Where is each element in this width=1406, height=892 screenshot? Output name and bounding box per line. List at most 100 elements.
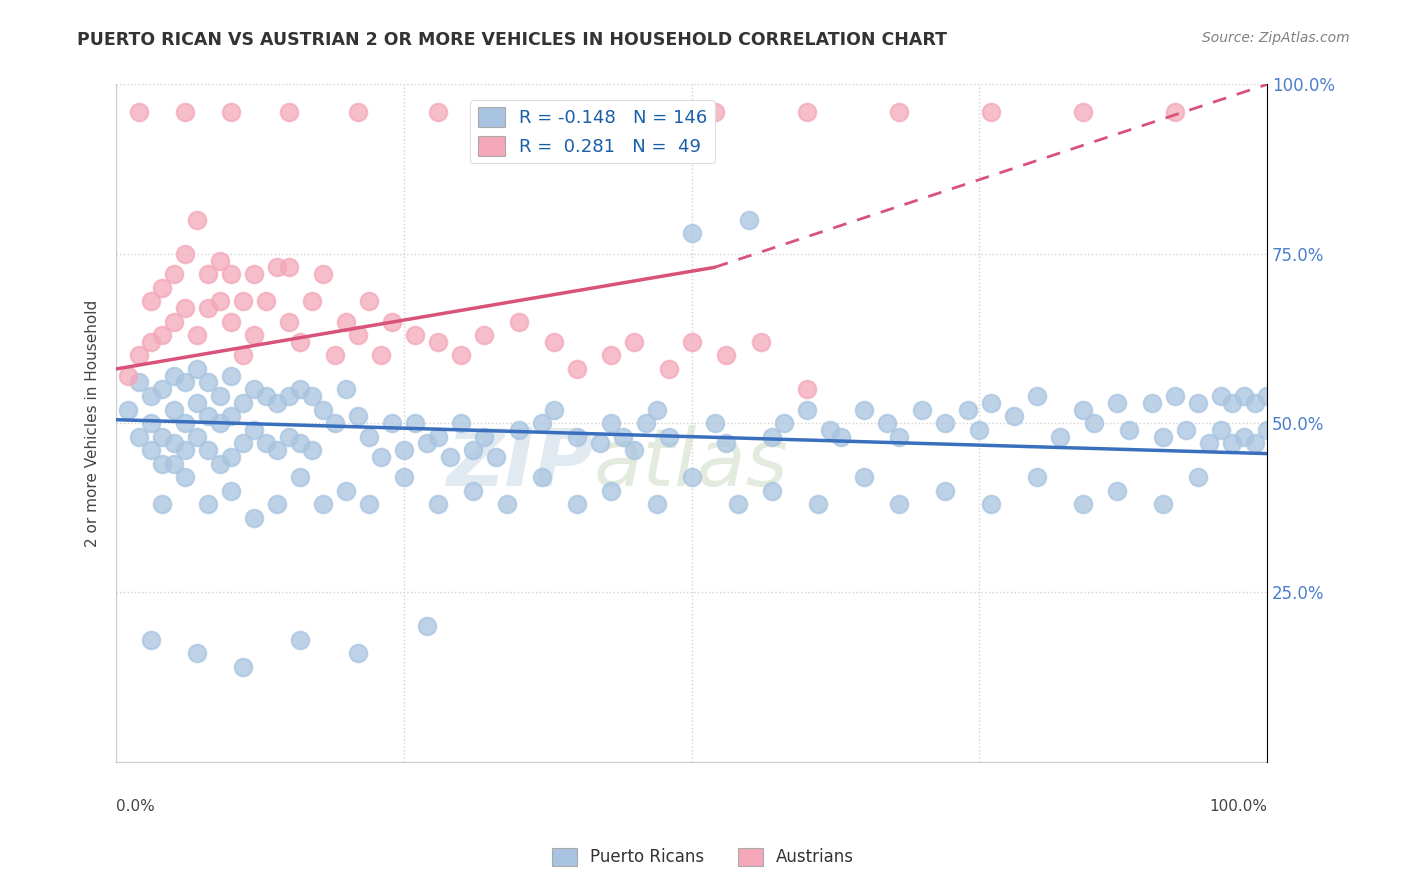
Point <box>600 348 623 362</box>
Text: 0.0%: 0.0% <box>117 799 155 814</box>
Point <box>1152 497 1174 511</box>
Point <box>266 443 288 458</box>
Point <box>1118 423 1140 437</box>
Point <box>714 348 737 362</box>
Point <box>290 382 312 396</box>
Point <box>243 382 266 396</box>
Point <box>1083 416 1105 430</box>
Point <box>150 457 173 471</box>
Point <box>232 348 254 362</box>
Point <box>197 301 219 315</box>
Point <box>277 314 299 328</box>
Point <box>887 104 910 119</box>
Point <box>208 457 231 471</box>
Point <box>681 334 703 349</box>
Point <box>163 457 186 471</box>
Point <box>221 104 243 119</box>
Point <box>450 348 472 362</box>
Point <box>301 443 323 458</box>
Point <box>612 430 634 444</box>
Point <box>818 423 841 437</box>
Point <box>530 416 553 430</box>
Point <box>485 450 508 464</box>
Point <box>1209 389 1232 403</box>
Point <box>980 396 1002 410</box>
Point <box>911 402 934 417</box>
Point <box>243 423 266 437</box>
Point <box>266 497 288 511</box>
Point <box>1187 396 1209 410</box>
Point <box>301 294 323 309</box>
Text: 100.0%: 100.0% <box>1209 799 1267 814</box>
Point <box>150 497 173 511</box>
Point <box>139 294 162 309</box>
Point <box>761 430 783 444</box>
Point <box>277 389 299 403</box>
Point <box>796 402 818 417</box>
Point <box>139 389 162 403</box>
Point <box>612 104 634 119</box>
Point <box>645 402 668 417</box>
Point <box>208 253 231 268</box>
Point <box>530 470 553 484</box>
Point <box>174 443 197 458</box>
Point <box>254 436 277 450</box>
Point <box>416 619 439 633</box>
Point <box>197 497 219 511</box>
Point <box>312 497 335 511</box>
Point <box>565 497 588 511</box>
Point <box>658 430 681 444</box>
Point <box>623 334 645 349</box>
Point <box>290 436 312 450</box>
Point <box>1152 430 1174 444</box>
Point <box>623 443 645 458</box>
Point <box>681 227 703 241</box>
Point <box>565 430 588 444</box>
Point <box>934 483 956 498</box>
Point <box>474 430 496 444</box>
Point <box>139 632 162 647</box>
Point <box>887 430 910 444</box>
Point <box>392 470 415 484</box>
Point <box>1071 104 1094 119</box>
Y-axis label: 2 or more Vehicles in Household: 2 or more Vehicles in Household <box>86 300 100 547</box>
Point <box>301 389 323 403</box>
Point <box>277 104 299 119</box>
Point <box>174 376 197 390</box>
Point <box>543 334 565 349</box>
Point <box>221 483 243 498</box>
Point <box>1140 396 1163 410</box>
Point <box>174 247 197 261</box>
Point <box>508 423 530 437</box>
Point <box>450 416 472 430</box>
Point <box>427 497 450 511</box>
Point <box>461 443 484 458</box>
Text: atlas: atlas <box>593 425 789 503</box>
Point <box>197 267 219 281</box>
Point <box>588 436 610 450</box>
Point <box>186 647 208 661</box>
Point <box>323 416 346 430</box>
Point <box>254 389 277 403</box>
Point <box>703 416 725 430</box>
Point <box>232 294 254 309</box>
Point <box>634 416 657 430</box>
Text: PUERTO RICAN VS AUSTRIAN 2 OR MORE VEHICLES IN HOUSEHOLD CORRELATION CHART: PUERTO RICAN VS AUSTRIAN 2 OR MORE VEHIC… <box>77 31 948 49</box>
Point <box>738 213 761 227</box>
Point <box>1071 402 1094 417</box>
Point <box>1175 423 1198 437</box>
Point <box>139 443 162 458</box>
Point <box>427 334 450 349</box>
Point <box>128 104 150 119</box>
Point <box>508 314 530 328</box>
Point <box>266 396 288 410</box>
Point <box>186 430 208 444</box>
Point <box>163 314 186 328</box>
Point <box>232 436 254 450</box>
Point <box>150 328 173 343</box>
Point <box>163 267 186 281</box>
Point <box>370 450 392 464</box>
Point <box>1233 389 1256 403</box>
Point <box>1002 409 1025 424</box>
Point <box>335 382 357 396</box>
